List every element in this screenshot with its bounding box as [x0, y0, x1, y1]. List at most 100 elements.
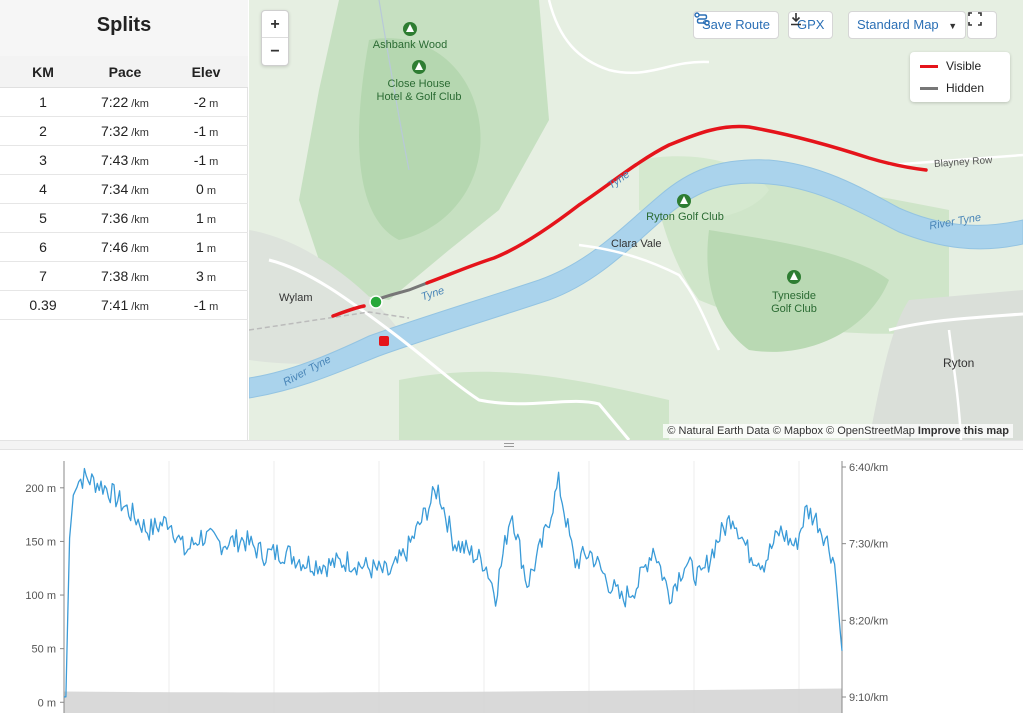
zoom-control: + −: [261, 10, 289, 66]
split-pace: 7:41/km: [86, 291, 164, 321]
split-elev-value: 1: [196, 210, 204, 226]
road: [888, 153, 1023, 167]
split-pace: 7:34/km: [86, 175, 164, 205]
label-ashbank-wood: Ashbank Wood: [372, 39, 448, 51]
split-elev-value: 0: [196, 181, 204, 197]
y-left-tick-label: 0 m: [38, 697, 56, 709]
split-elev-unit: m: [209, 301, 219, 313]
split-elev-unit: m: [209, 127, 219, 139]
split-km: 5: [39, 210, 47, 226]
attribution-text: © Natural Earth Data © Mapbox © OpenStre…: [667, 425, 915, 437]
split-pace-unit: /km: [131, 243, 149, 255]
split-elev-value: -1: [193, 297, 207, 313]
split-pace: 7:32/km: [86, 117, 164, 147]
zoom-in-button[interactable]: +: [262, 11, 288, 38]
split-elev-value: 3: [196, 268, 204, 284]
route-visible-line: [331, 124, 928, 318]
split-elev: -1 m: [164, 146, 248, 176]
split-elev: -1 m: [164, 117, 248, 147]
legend-visible-swatch: [920, 65, 938, 69]
improve-map-link[interactable]: Improve this map: [917, 425, 1009, 437]
map-canvas[interactable]: [249, 0, 1023, 440]
header-elev: Elev: [191, 64, 221, 80]
label-close-house: Close House Hotel & Golf Club: [376, 78, 462, 103]
split-row: 4 7:34/km 0 m: [0, 175, 248, 204]
split-pace-unit: /km: [131, 98, 149, 110]
split-km: 1: [39, 94, 47, 110]
gpx-download-button[interactable]: GPX: [788, 11, 834, 39]
split-row: 3 7:43/km -1 m: [0, 146, 248, 175]
split-pace: 7:36/km: [86, 204, 164, 234]
split-pace: 7:43/km: [86, 146, 164, 176]
split-elev-value: 1: [196, 239, 204, 255]
golf-course-area: [359, 38, 481, 240]
y-left-tick-label: 50 m: [32, 644, 56, 656]
zoom-out-button[interactable]: −: [270, 43, 280, 60]
split-pace: 7:46/km: [86, 233, 164, 263]
route-map[interactable]: + − Save Route GPX Standard Map ▼ Visibl…: [249, 0, 1023, 440]
road: [268, 258, 631, 440]
route-legend: Visible Hidden: [910, 52, 1010, 102]
save-route-button[interactable]: Save Route: [693, 11, 779, 39]
split-pace-unit: /km: [131, 301, 149, 313]
split-pace-value: 7:38: [101, 268, 129, 284]
split-elev-unit: m: [206, 272, 216, 284]
label-ryton-golf-club: Ryton Golf Club: [646, 211, 724, 223]
split-km: 0.39: [29, 297, 57, 313]
split-pace-unit: /km: [131, 127, 149, 139]
legend-hidden-label: Hidden: [946, 81, 985, 95]
caret-down-icon: ▼: [948, 21, 958, 31]
split-km: 4: [39, 181, 47, 197]
road: [578, 243, 721, 351]
label-tyneside-golf-club: Tyneside Golf Club: [771, 290, 817, 315]
split-km: 7: [39, 268, 47, 284]
split-pace: 7:38/km: [86, 262, 164, 292]
river-tyne: [249, 159, 1023, 399]
fullscreen-button[interactable]: [967, 11, 997, 39]
tree-icon: [412, 60, 426, 74]
tree-icon: [787, 270, 801, 284]
split-pace-value: 7:36: [101, 210, 129, 226]
split-pace-unit: /km: [131, 185, 149, 197]
ryton-town-area: [869, 290, 1023, 440]
split-row: 2 7:32/km -1 m: [0, 117, 248, 146]
split-row: 1 7:22/km -2 m: [0, 88, 248, 117]
split-pace: 7:22/km: [86, 88, 164, 118]
route-icon: [694, 12, 710, 26]
y-left-tick-label: 200 m: [25, 483, 56, 495]
wylam-town-area: [249, 230, 399, 364]
split-row: 7 7:38/km 3 m: [0, 262, 248, 291]
split-row: 6 7:46/km 1 m: [0, 233, 248, 262]
split-km: 6: [39, 239, 47, 255]
chart-canvas: 200 m 150 m 100 m 50 m 0 m 6:40/km 7:30/km 8:20…: [25, 461, 888, 713]
split-elev-unit: m: [206, 243, 216, 255]
split-elev-value: -1: [193, 123, 207, 139]
panel-resize-handle[interactable]: [0, 440, 1023, 450]
split-elev-unit: m: [206, 214, 216, 226]
start-marker[interactable]: [369, 295, 383, 309]
road: [888, 312, 1023, 332]
split-elev-unit: m: [206, 185, 216, 197]
map-style-dropdown[interactable]: Standard Map ▼: [848, 11, 967, 39]
map-attribution: © Natural Earth Data © Mapbox © OpenStre…: [663, 424, 1013, 438]
split-pace-value: 7:41: [101, 297, 129, 313]
tyneside-golf-area: [707, 230, 889, 352]
split-km: 3: [39, 152, 47, 168]
split-elev-value: -2: [193, 94, 207, 110]
split-pace-value: 7:34: [101, 181, 129, 197]
download-icon: [791, 13, 801, 26]
split-pace-value: 7:43: [101, 152, 129, 168]
pace-elevation-chart: 200 m 150 m 100 m 50 m 0 m 6:40/km 7:30/km 8:20…: [0, 451, 1023, 722]
y-right-tick-label: 7:30/km: [849, 539, 888, 551]
y-right-tick-label: 6:40/km: [849, 462, 888, 474]
split-pace-unit: /km: [131, 156, 149, 168]
split-row: 0.39 7:41/km -1 m: [0, 291, 248, 320]
legend-visible: Visible: [920, 56, 981, 76]
split-elev-value: -1: [193, 152, 207, 168]
split-elev-unit: m: [209, 156, 219, 168]
stream: [378, 0, 410, 171]
